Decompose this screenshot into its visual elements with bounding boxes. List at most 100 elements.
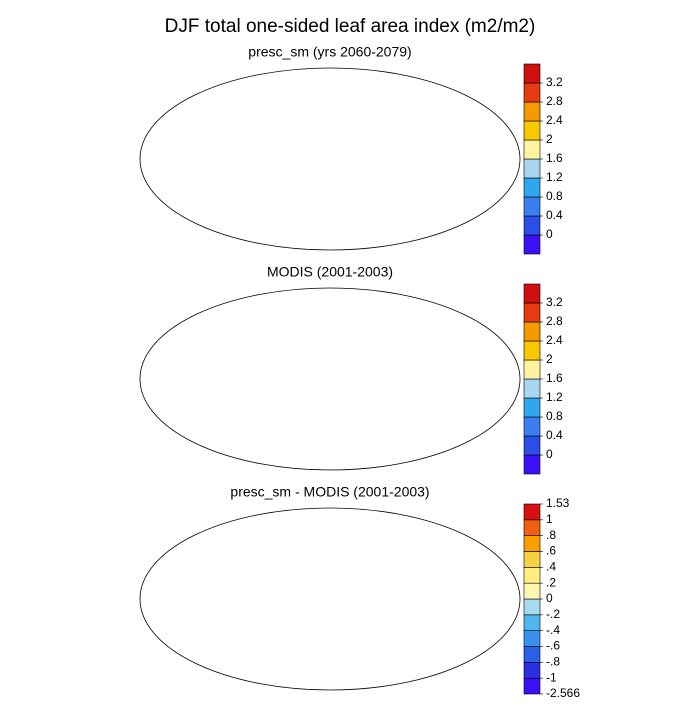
map-border [139,67,521,251]
colorbar-box [523,503,541,521]
colorbar-box [523,630,541,647]
map-region [210,324,270,344]
continent [235,604,295,681]
colorbar-box [523,551,541,568]
colorbar-label: .4 [546,560,556,574]
colorbar-label: 2 [546,352,553,366]
continent [235,384,295,461]
colorbar-box [523,177,541,198]
colorbar-box [523,614,541,631]
colorbar-box [523,63,541,84]
continent [305,573,385,655]
colorbar-label: -1 [546,670,557,684]
colorbar-label: .2 [546,575,556,589]
colorbar-label: 1.6 [546,371,563,385]
map-region [442,184,478,204]
continent [305,353,385,435]
colorbar-box [523,302,541,323]
colorbar-box [523,283,541,304]
map-region [260,184,284,204]
continent [425,597,470,611]
colorbar-label: 0.8 [546,409,563,423]
colorbar-box [523,567,541,584]
colorbar-label: 3.2 [546,75,563,89]
map-region [340,319,480,339]
map [180,513,508,694]
colorbar-label: 3.2 [546,295,563,309]
map [180,293,508,474]
colorbar-box [523,454,541,475]
map-region [425,158,465,172]
colorbar-box [523,598,541,616]
colorbar-box [523,582,541,600]
colorbar-label: 1 [546,512,553,526]
colorbar-label: 2 [546,132,553,146]
colorbar-label: 0 [546,591,553,605]
colorbar-box [523,139,541,160]
colorbar-label: 0.4 [546,208,563,222]
colorbar-label: 1.2 [546,390,563,404]
colorbar-label: 1.53 [546,496,570,510]
colorbar-box [523,416,541,437]
panel-title: presc_sm (yrs 2060-2079) [248,44,411,60]
continent [430,617,490,659]
colorbar-label: 2.8 [546,314,563,328]
map-region [355,186,375,202]
colorbar-label: 2.4 [546,113,563,127]
colorbar-label: .6 [546,544,556,558]
colorbar-box [523,234,541,255]
colorbar-label: .8 [546,528,556,542]
continent [425,157,470,171]
continent [180,519,280,599]
colorbar-box [523,677,541,695]
continent [290,293,325,317]
continent [210,683,450,694]
map-region [443,602,467,612]
colorbar-box [523,378,541,399]
colorbar-label: -2.566 [546,686,580,700]
colorbar-box [523,662,541,679]
colorbar-box [523,397,541,418]
colorbar-label: 0 [546,447,553,461]
map-region [420,371,460,387]
colorbar-box [523,340,541,361]
map-region [225,351,245,367]
colorbar-box [523,120,541,141]
colorbar-label: -.2 [546,607,560,621]
colorbar-box [523,519,541,536]
colorbar-label: 0.8 [546,189,563,203]
map-region [337,165,373,189]
map-region [248,383,292,415]
map [180,73,508,254]
map-region [375,559,445,579]
map-overlay [210,319,480,415]
continent [320,517,508,595]
map-region [320,577,380,601]
colorbar-label: 0 [546,227,553,241]
map-region [246,162,290,192]
colorbar-label: -.6 [546,639,560,653]
continent [305,133,385,215]
continent [180,79,280,159]
colorbar-box [523,82,541,103]
colorbar-label: -.4 [546,623,560,637]
colorbar-box [523,101,541,122]
map-region [350,539,490,549]
continent [425,377,470,391]
colorbar-label: -.8 [546,655,560,669]
colorbar-box [523,158,541,179]
colorbar-box [523,535,541,552]
map-region [205,548,275,560]
colorbar-box [523,321,541,342]
map-border [139,287,521,471]
colorbar-label: 0.4 [546,428,563,442]
colorbar-box [523,435,541,456]
colorbar-box [523,359,541,380]
colorbar-box [523,196,541,217]
map-border [139,507,521,691]
colorbar-label: 1.2 [546,170,563,184]
colorbar-label: 1.6 [546,151,563,165]
continent [210,243,450,254]
map-region [185,527,235,551]
